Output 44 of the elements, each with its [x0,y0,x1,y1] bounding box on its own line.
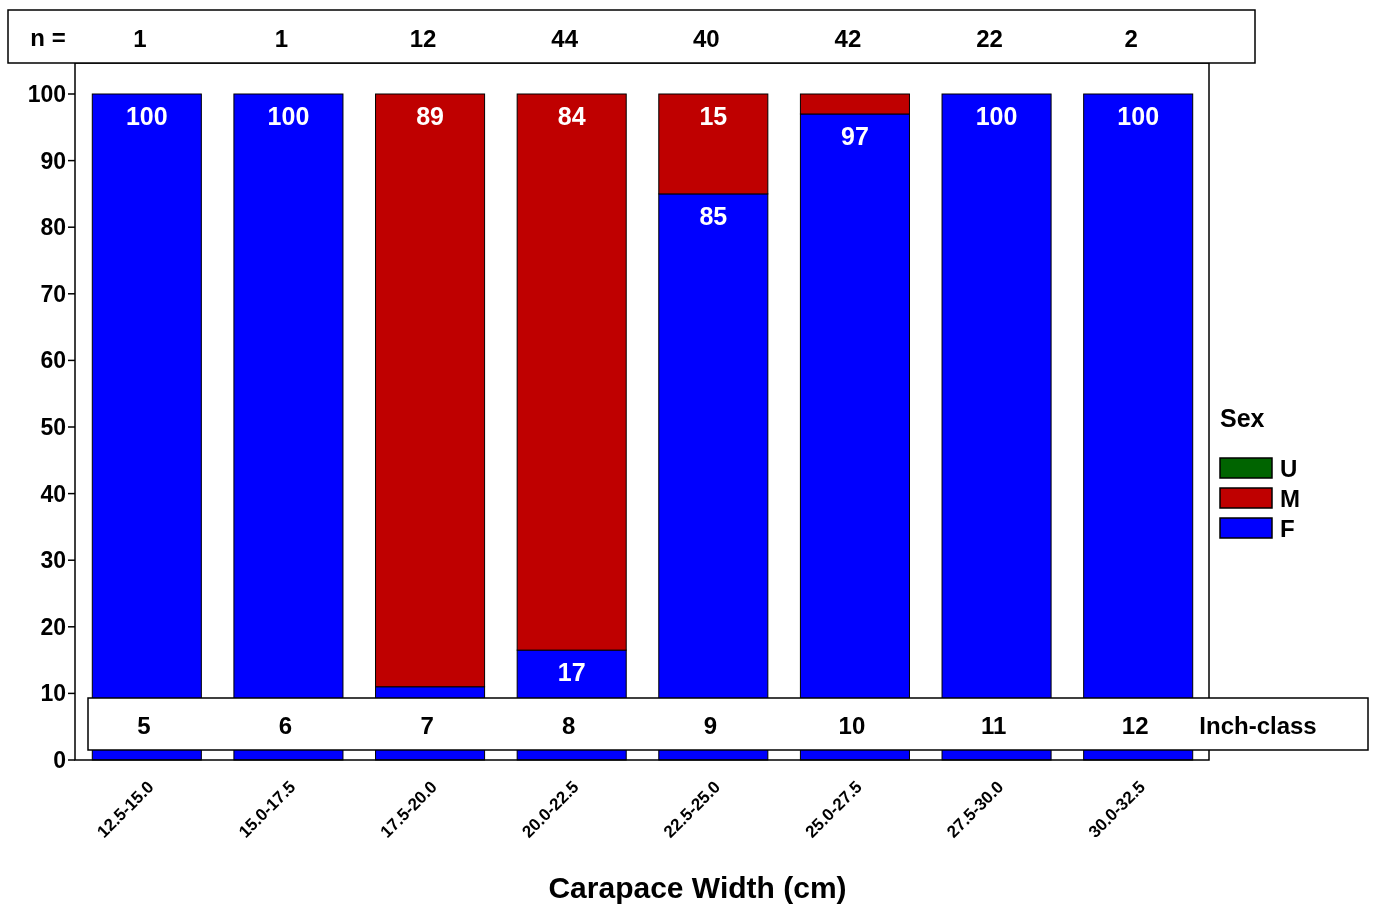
data-label: 100 [125,102,168,130]
legend-title: Sex [1220,404,1265,432]
y-tick-label: 100 [27,81,66,107]
annotation: 9 [703,712,717,739]
data-label: 17 [557,658,586,687]
text: 1 [133,25,147,52]
y-tick-label: 10 [40,680,66,707]
y-tick-label: 90 [40,147,66,174]
legend-label: F [1280,515,1295,542]
y-tick-label: 0 [53,747,66,773]
annotation: 5 [137,712,151,739]
data-label: 89 [416,102,444,130]
annotation: 6 [278,712,293,739]
y-tick-label: 70 [40,280,66,307]
text: 2 [1124,25,1138,52]
annotation: 12 [1121,712,1149,739]
annotation: 7 [420,712,434,739]
y-tick-label: 80 [40,214,66,241]
text: 22 [976,25,1003,52]
data-label: 84 [557,102,586,130]
legend-label: M [1280,485,1300,512]
text: 42 [834,25,862,52]
legend-label: U [1280,455,1298,482]
y-tick-label: 20 [40,613,66,640]
data-label: 100 [267,102,310,130]
text: 1 [274,25,289,52]
text: n = [30,24,66,51]
text: 40 [692,25,720,52]
data-label: 85 [699,201,728,230]
y-tick-label: 30 [40,547,66,574]
annotation: 8 [562,712,576,739]
y-tick-label: 50 [40,414,66,440]
data-label: 15 [699,102,728,130]
data-label: 100 [1117,102,1160,130]
data-label: 97 [841,121,869,150]
annotation: 11 [980,712,1007,739]
text: 44 [551,25,579,52]
data-label: 100 [975,102,1018,130]
text: 12 [409,25,437,52]
annotation: 10 [838,712,866,739]
annotation: Inch-class [1199,712,1317,739]
y-tick-label: 60 [40,347,66,374]
x-axis-title: Carapace Width (cm) [548,871,847,904]
y-tick-label: 40 [40,480,66,507]
